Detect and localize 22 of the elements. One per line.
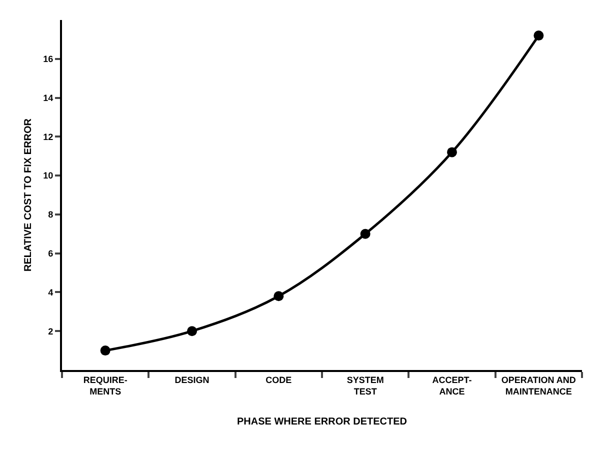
- y-tick-label: 4: [48, 287, 54, 298]
- point: [187, 326, 197, 336]
- x-axis-title: PHASE WHERE ERROR DETECTED: [236, 416, 408, 428]
- x-tick-label: DESIGN: [174, 374, 210, 385]
- y-tick-label: 2: [48, 326, 54, 336]
- x-tick-label: REQUIRE- MENTS: [83, 374, 128, 396]
- y-tick-label: 6: [48, 248, 54, 258]
- x-tick-label: ACCEPT- ANCE: [432, 374, 472, 396]
- y-tick-label: 14: [43, 92, 54, 103]
- y-axis-title: RELATIVE COST TO FIX ERROR: [23, 118, 34, 272]
- point: [534, 30, 544, 41]
- y-tick-label: 10: [43, 170, 54, 181]
- x-tick-label: OPERATION AND MAINTENANCE: [501, 374, 576, 396]
- point: [360, 228, 370, 239]
- point: [447, 147, 457, 158]
- point: [274, 291, 284, 302]
- x-tick-label: SYSTEM TEST: [346, 374, 384, 396]
- x-tick-label: CODE: [266, 374, 292, 385]
- y-tick-label: 8: [48, 210, 54, 220]
- y-tick-label: 12: [43, 132, 54, 142]
- point: [100, 346, 110, 356]
- y-tick-label: 16: [43, 54, 54, 64]
